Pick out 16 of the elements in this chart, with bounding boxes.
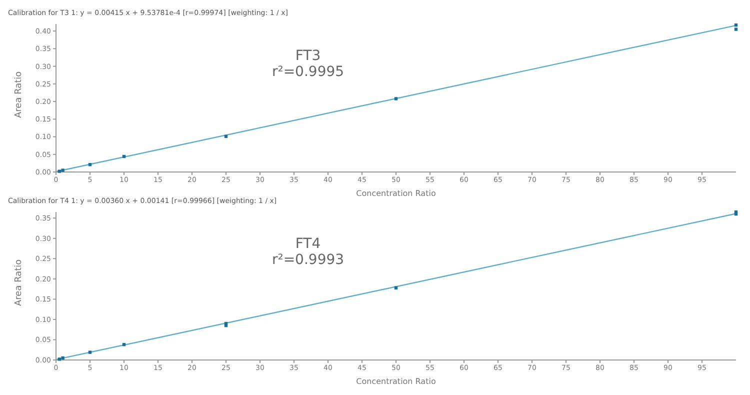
point bbox=[61, 356, 64, 360]
point bbox=[61, 168, 64, 172]
point bbox=[58, 170, 61, 173]
annotation: FT3 bbox=[294, 48, 322, 64]
annotation: r²=0.9995 bbox=[270, 64, 346, 80]
annotation: FT4 bbox=[294, 236, 322, 252]
x-axis-title: Concentration Ratio bbox=[356, 189, 436, 198]
y-axis-title: Area Ratio bbox=[14, 70, 24, 118]
point bbox=[58, 358, 61, 361]
point bbox=[394, 97, 398, 100]
point bbox=[88, 350, 92, 354]
annotation: r²=0.9993 bbox=[270, 252, 346, 268]
point bbox=[734, 28, 738, 31]
point bbox=[394, 286, 398, 290]
x-axis-title: Concentration Ratio bbox=[356, 377, 436, 386]
y-axis-title: Area Ratio bbox=[14, 258, 24, 306]
